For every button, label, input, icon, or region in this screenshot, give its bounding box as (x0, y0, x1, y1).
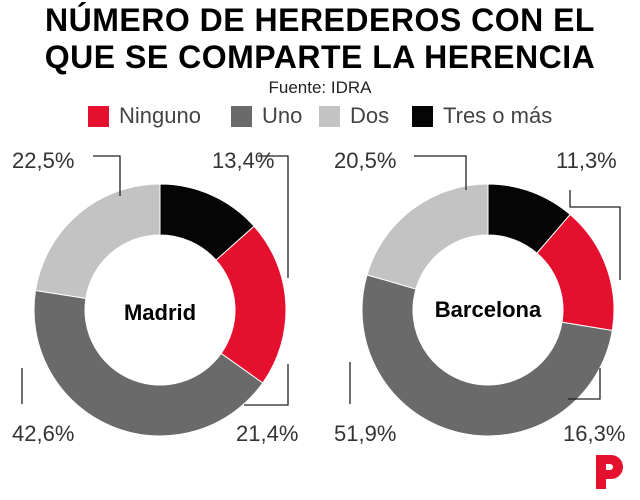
donut-madrid: Madrid 22,5% 13,4% 21,4% 42,6% (12, 148, 298, 446)
leader-line-barcelona-ninguno (568, 368, 601, 400)
leader-line-barcelona-tres-o-mas (569, 190, 621, 280)
legend-label-tres-o-mas: Tres o más (443, 103, 553, 128)
value-label-madrid-uno: 42,6% (12, 421, 74, 446)
leader-line-madrid-tres-o-mas (258, 155, 289, 278)
value-label-madrid-tres-o-mas: 13,4% (212, 148, 274, 173)
value-label-barcelona-uno: 51,9% (334, 421, 396, 446)
brand-p-shape (596, 455, 623, 489)
value-label-madrid-dos: 22,5% (12, 148, 74, 173)
leader-line-barcelona-dos (414, 155, 467, 190)
value-label-barcelona-ninguno: 16,3% (563, 421, 625, 446)
chart-source: Fuente: IDRA (268, 78, 372, 97)
value-label-madrid-ninguno: 21,4% (236, 421, 298, 446)
value-label-barcelona-dos: 20,5% (334, 148, 396, 173)
chart-title-line-1: NÚMERO DE HEREDEROS CON EL (45, 2, 595, 38)
value-label-barcelona-tres-o-mas: 11,3% (556, 148, 617, 173)
leader-line-madrid-dos (93, 155, 121, 196)
slice-madrid-tres-o-mas (159, 183, 255, 261)
legend-swatch-uno (231, 105, 252, 127)
legend-label-dos: Dos (350, 103, 390, 128)
slice-barcelona-tres-o-mas (487, 183, 571, 254)
donut-barcelona: Barcelona 20,5% 11,3% 16,3% 51,9% (334, 148, 625, 446)
chart-title-line-2: QUE SE COMPARTE LA HERENCIA (44, 39, 596, 75)
legend-swatch-ninguno (88, 105, 109, 127)
brand-p-logo (596, 455, 623, 489)
slice-barcelona-dos (366, 183, 489, 290)
donut-center-label-barcelona: Barcelona (435, 297, 542, 322)
legend-item-tres-o-mas: Tres o más (412, 103, 553, 128)
chart-title: NÚMERO DE HEREDEROS CON EL QUE SE COMPAR… (0, 2, 640, 76)
legend-swatch-tres-o-mas (412, 105, 433, 127)
legend-label-ninguno: Ninguno (119, 103, 201, 128)
donut-center-label-madrid: Madrid (124, 300, 196, 325)
slice-barcelona-uno (361, 274, 613, 437)
slice-madrid-ninguno (215, 225, 287, 384)
legend-label-uno: Uno (262, 103, 303, 128)
legend-item-uno: Uno (231, 103, 303, 128)
leader-line-madrid-ninguno (244, 364, 289, 406)
legend-swatch-dos (319, 105, 340, 127)
legend-item-dos: Dos (319, 103, 390, 128)
slice-madrid-uno (33, 289, 264, 437)
legend-item-ninguno: Ninguno (88, 103, 201, 128)
slice-madrid-dos (34, 183, 161, 299)
